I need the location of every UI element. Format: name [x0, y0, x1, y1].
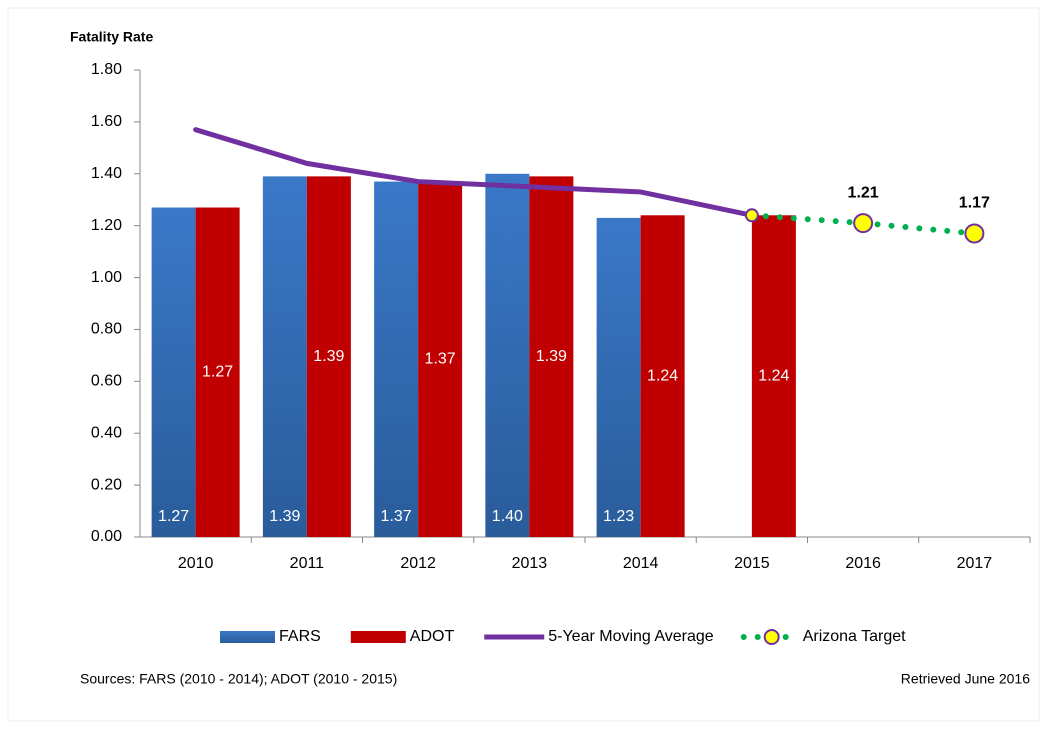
bar [596, 217, 641, 537]
y-tick-label: 1.40 [91, 165, 122, 182]
y-tick-label: 1.60 [91, 113, 122, 130]
bar [485, 173, 530, 537]
data-label: 1.27 [158, 508, 189, 525]
target-marker [853, 213, 874, 234]
bar [418, 181, 463, 538]
x-tick-label: 2014 [623, 555, 659, 572]
data-label: 1.39 [313, 348, 344, 365]
data-label: 1.23 [603, 508, 634, 525]
legend-label: Arizona Target [803, 628, 906, 645]
bar [751, 215, 796, 538]
bar [640, 215, 685, 538]
bar [151, 207, 196, 537]
legend-label: ADOT [410, 628, 455, 645]
data-label: 1.24 [758, 367, 789, 384]
y-tick-label: 0.40 [91, 424, 122, 441]
data-label: 1.37 [381, 508, 412, 525]
y-tick-label: 1.00 [91, 269, 122, 286]
legend-label: FARS [279, 628, 321, 645]
y-tick-label: 0.60 [91, 373, 122, 390]
bar [262, 176, 307, 537]
data-label: 1.27 [202, 363, 233, 380]
y-tick-label: 0.20 [91, 476, 122, 493]
data-label: 1.37 [425, 350, 456, 367]
bar [374, 181, 419, 538]
legend-swatch [350, 631, 406, 643]
retrieved-note: Retrieved June 2016 [901, 671, 1030, 687]
x-tick-label: 2015 [734, 555, 770, 572]
x-tick-label: 2011 [290, 555, 325, 572]
moving-average-line [193, 127, 755, 218]
bar [195, 207, 240, 537]
y-axis-title: Fatality Rate [70, 29, 153, 45]
target-marker [964, 223, 985, 244]
legend-swatch [763, 629, 780, 645]
y-tick-label: 1.20 [91, 217, 122, 234]
bar [529, 176, 574, 537]
data-label: 1.39 [536, 348, 567, 365]
x-tick-label: 2016 [845, 555, 881, 572]
legend-label: 5-Year Moving Average [548, 628, 714, 645]
data-label: 1.24 [647, 367, 678, 384]
source-note: Sources: FARS (2010 - 2014); ADOT (2010 … [80, 671, 397, 687]
x-tick-label: 2013 [512, 555, 548, 572]
y-tick-label: 0.00 [91, 528, 122, 545]
x-tick-label: 2017 [957, 555, 993, 572]
data-label: 1.40 [492, 508, 523, 525]
target-marker [744, 208, 759, 223]
y-tick-label: 0.80 [91, 321, 122, 338]
bar [306, 176, 351, 537]
data-label: 1.17 [959, 195, 990, 212]
x-tick-label: 2012 [400, 555, 436, 572]
data-label: 1.39 [269, 508, 300, 525]
data-label: 1.21 [848, 184, 879, 201]
legend-swatch [220, 631, 275, 643]
y-tick-label: 1.80 [91, 61, 122, 78]
x-tick-label: 2010 [178, 555, 214, 572]
